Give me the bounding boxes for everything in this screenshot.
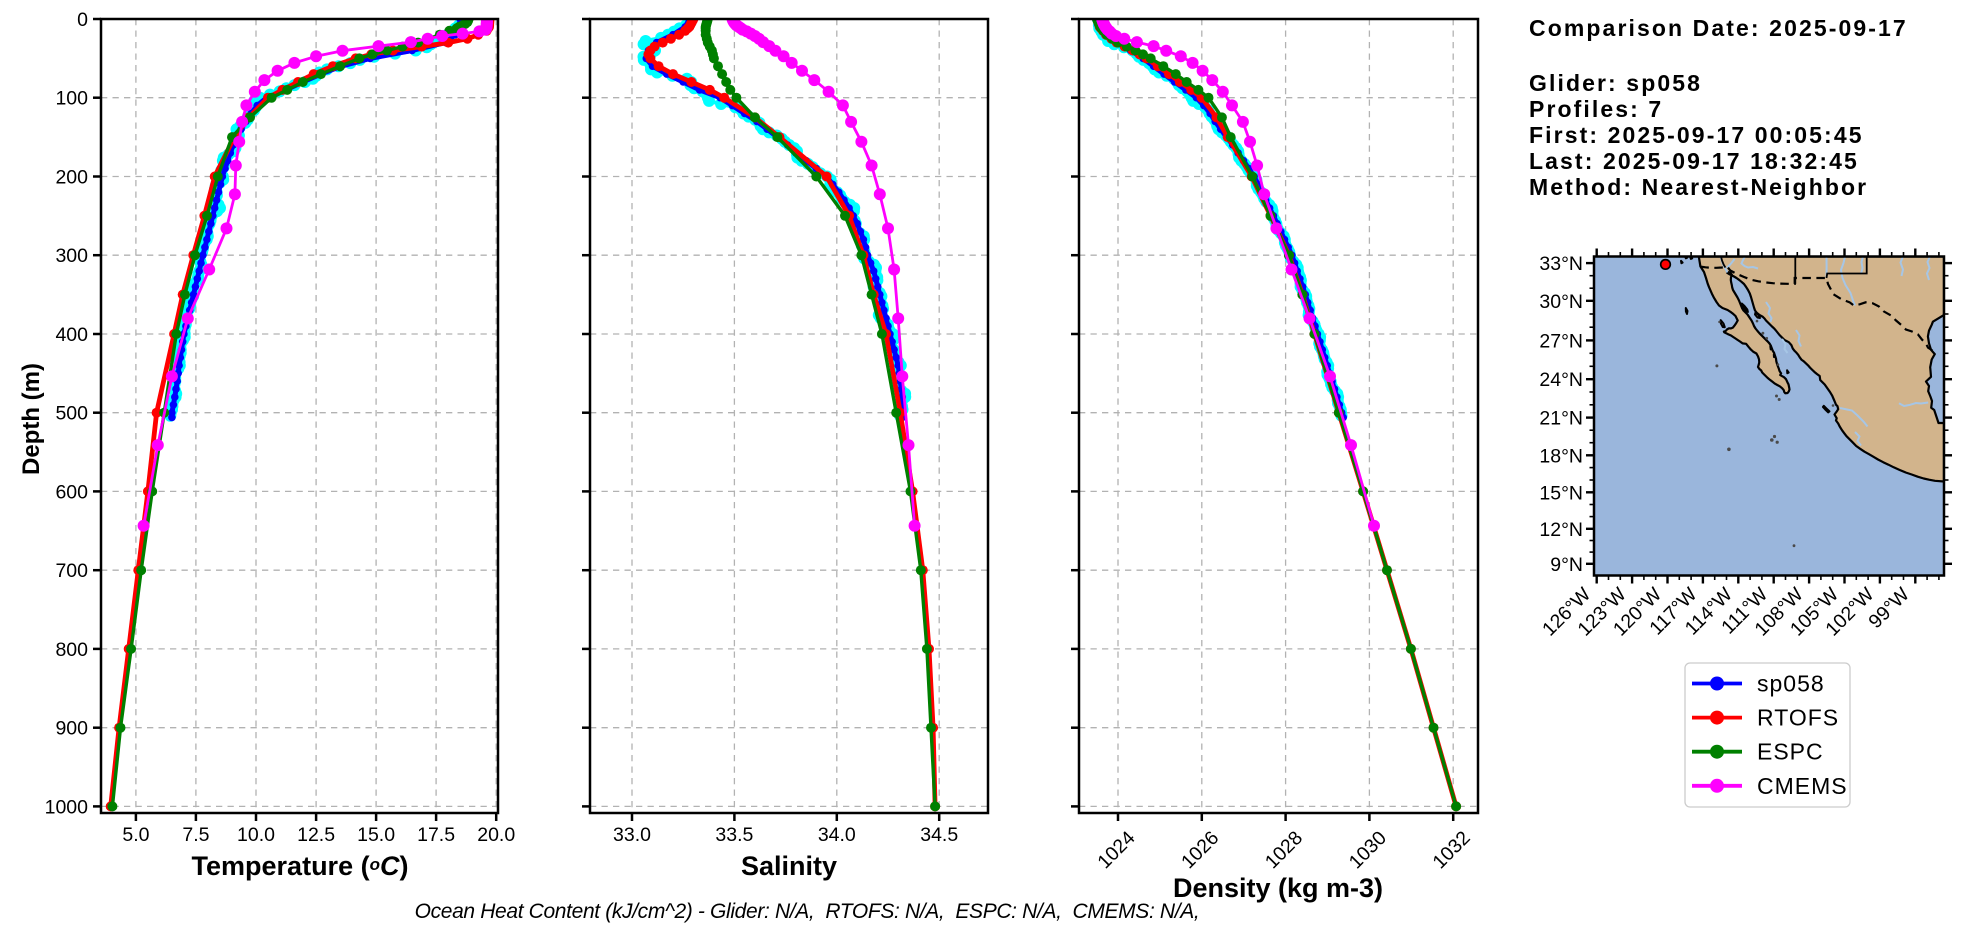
svg-text:Ocean Heat Content (kJ/cm^2) -: Ocean Heat Content (kJ/cm^2) - Glider: N… (415, 900, 1200, 923)
svg-text:12.5: 12.5 (297, 824, 335, 846)
svg-text:900: 900 (55, 718, 88, 740)
svg-text:sp058: sp058 (1757, 671, 1825, 697)
svg-text:33.0: 33.0 (613, 824, 651, 846)
svg-text:18°N: 18°N (1539, 445, 1583, 467)
svg-text:RTOFS: RTOFS (1757, 705, 1839, 731)
svg-text:30°N: 30°N (1539, 291, 1583, 313)
svg-text:0: 0 (77, 9, 88, 31)
svg-text:Glider: sp058: Glider: sp058 (1529, 70, 1702, 96)
svg-text:700: 700 (55, 560, 88, 582)
svg-text:15°N: 15°N (1539, 482, 1583, 504)
svg-text:ESPC: ESPC (1757, 739, 1824, 765)
svg-text:Last: 2025-09-17 18:32:45: Last: 2025-09-17 18:32:45 (1529, 148, 1859, 174)
svg-text:Depth (m): Depth (m) (18, 363, 45, 475)
svg-text:33.5: 33.5 (715, 824, 753, 846)
svg-text:9°N: 9°N (1550, 554, 1583, 576)
svg-text:Profiles: 7: Profiles: 7 (1529, 96, 1663, 122)
svg-text:Method: Nearest-Neighbor: Method: Nearest-Neighbor (1529, 174, 1868, 200)
svg-text:800: 800 (55, 639, 88, 661)
svg-text:15.0: 15.0 (357, 824, 395, 846)
svg-text:27°N: 27°N (1539, 330, 1583, 352)
svg-text:500: 500 (55, 403, 88, 425)
svg-text:24°N: 24°N (1539, 369, 1583, 391)
svg-text:Density (kg m-3): Density (kg m-3) (1173, 873, 1383, 903)
svg-text:12°N: 12°N (1539, 519, 1583, 541)
svg-text:34.5: 34.5 (920, 824, 958, 846)
svg-text:Salinity: Salinity (741, 851, 837, 881)
svg-text:Comparison Date: 2025-09-17: Comparison Date: 2025-09-17 (1529, 15, 1908, 41)
svg-text:200: 200 (55, 167, 88, 189)
svg-text:600: 600 (55, 481, 88, 503)
svg-text:100: 100 (55, 88, 88, 110)
svg-text:300: 300 (55, 245, 88, 267)
svg-text:7.5: 7.5 (182, 824, 209, 846)
svg-text:33°N: 33°N (1539, 253, 1583, 275)
svg-text:21°N: 21°N (1539, 408, 1583, 430)
svg-text:34.0: 34.0 (818, 824, 856, 846)
svg-text:1000: 1000 (45, 796, 89, 818)
svg-text:20.0: 20.0 (477, 824, 515, 846)
svg-text:400: 400 (55, 324, 88, 346)
svg-text:17.5: 17.5 (417, 824, 455, 846)
svg-text:10.0: 10.0 (237, 824, 275, 846)
svg-text:First: 2025-09-17 00:05:45: First: 2025-09-17 00:05:45 (1529, 122, 1864, 148)
svg-text:5.0: 5.0 (122, 824, 149, 846)
svg-text:CMEMS: CMEMS (1757, 773, 1848, 799)
